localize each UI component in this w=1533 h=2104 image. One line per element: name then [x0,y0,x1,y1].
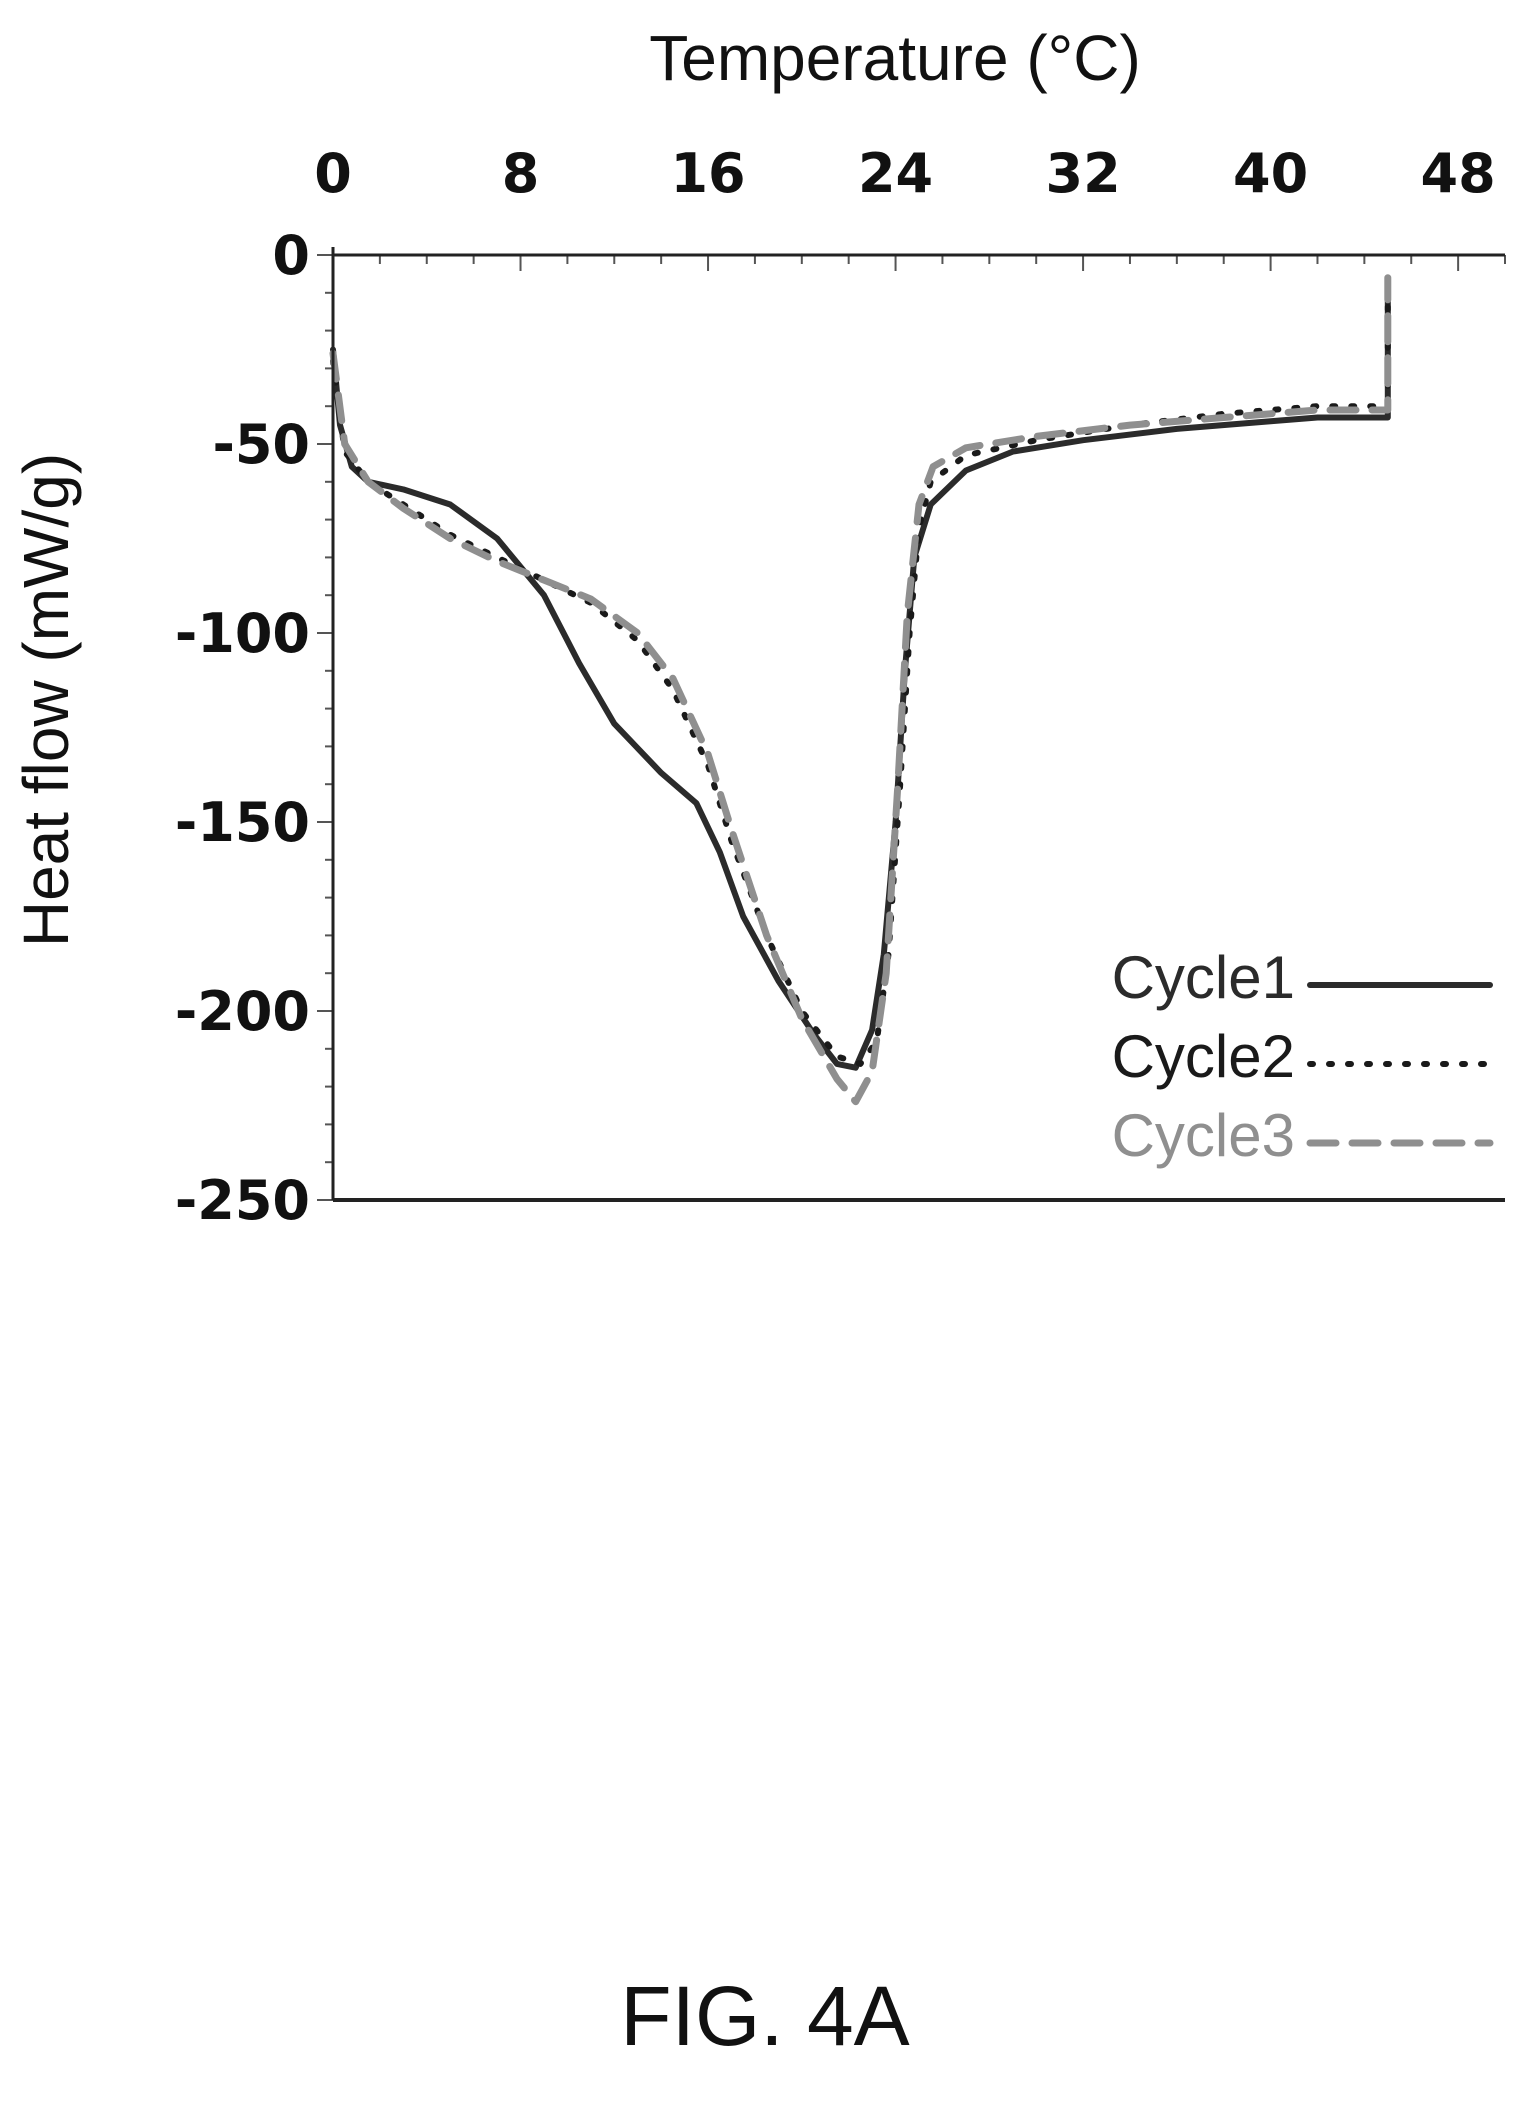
axes [331,247,1505,1202]
legend-label-cycle2: Cycle2 [1112,1023,1295,1090]
y-tick-label: -200 [175,980,310,1043]
y-tick-label: 0 [272,224,310,287]
x-tick-labels: 0 8 16 24 32 40 48 [314,142,1495,205]
y-axis-title: Heat flow (mW/g) [10,453,82,947]
x-axis-title: Temperature (°C) [649,22,1141,94]
x-tick-label: 32 [1046,142,1121,205]
x-tick-label: 48 [1421,142,1496,205]
x-tick-label: 8 [502,142,540,205]
x-tick-label: 16 [670,142,745,205]
x-tick-label: 40 [1233,142,1308,205]
figure-caption: FIG. 4A [620,1969,909,2063]
y-tick-label: -150 [175,791,310,854]
series-line-cycle2 [330,274,1391,1067]
y-tick-label: -50 [212,413,310,476]
legend-label-cycle3: Cycle3 [1112,1102,1295,1169]
y-tick-label: -250 [175,1169,310,1232]
series-line-cycle3 [329,274,1392,1106]
y-tick-label: -100 [175,602,310,665]
legend-label-cycle1: Cycle1 [1112,944,1295,1011]
y-tick-labels: 0 -50 -100 -150 -200 -250 [175,224,310,1232]
x-tick-label: 24 [858,142,933,205]
series-lines [329,274,1392,1106]
tick-marks [317,254,1506,1201]
x-tick-label: 0 [314,142,352,205]
legend: Cycle1 Cycle2 Cycle3 [1112,944,1494,1169]
series-line-cycle1 [330,274,1391,1071]
